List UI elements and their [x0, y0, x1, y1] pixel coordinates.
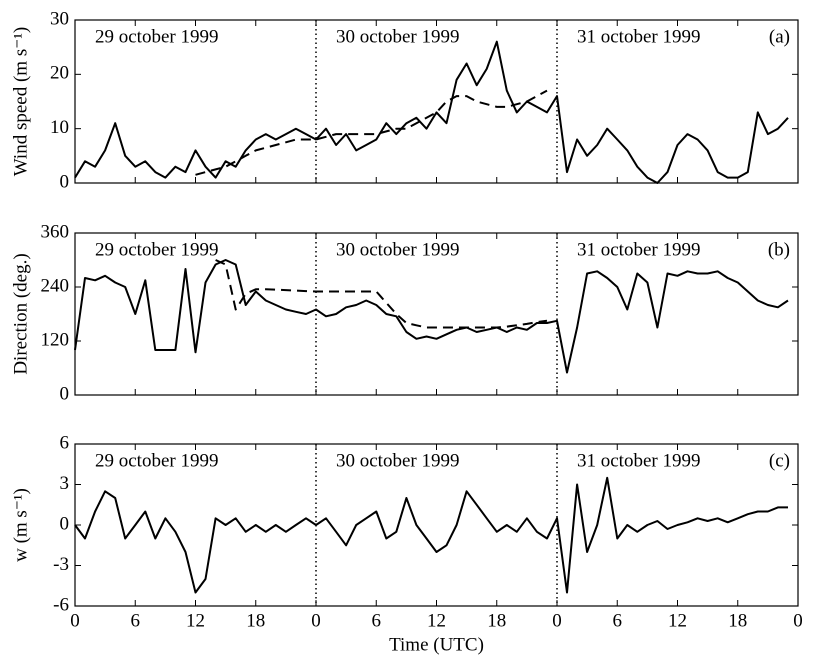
day-annotation: 29 october 1999 — [95, 239, 218, 260]
x-tick-label: 6 — [613, 610, 623, 631]
y-tick-label: 0 — [60, 171, 70, 192]
x-tick-label: 12 — [668, 610, 687, 631]
x-axis-title: Time (UTC) — [389, 634, 484, 655]
series-line — [195, 89, 548, 176]
y-tick-label: 0 — [60, 513, 70, 534]
day-annotation: 30 october 1999 — [336, 450, 459, 471]
y-tick-label: 6 — [60, 432, 70, 453]
panel-label: (b) — [768, 239, 790, 260]
day-annotation: 31 october 1999 — [577, 239, 700, 260]
y-axis-title: Direction (deg.) — [10, 253, 31, 374]
day-annotation: 29 october 1999 — [95, 26, 218, 47]
day-annotation: 30 october 1999 — [336, 239, 459, 260]
y-tick-label: -6 — [53, 594, 69, 615]
x-tick-label: 18 — [487, 610, 506, 631]
series-line — [74, 259, 789, 374]
x-tick-label: 18 — [728, 610, 747, 631]
y-tick-label: 360 — [41, 221, 70, 242]
series-line — [74, 476, 788, 594]
y-tick-label: -3 — [53, 554, 69, 575]
y-axis-title: w (m s⁻¹) — [10, 488, 31, 562]
x-tick-label: 18 — [246, 610, 265, 631]
x-tick-label: 6 — [372, 610, 382, 631]
panel-label: (a) — [769, 26, 790, 47]
series-line — [215, 259, 548, 329]
y-tick-label: 10 — [50, 117, 69, 138]
x-tick-label: 0 — [311, 610, 321, 631]
series-line — [74, 40, 789, 184]
panel-label: (c) — [769, 450, 790, 471]
day-annotation: 29 october 1999 — [95, 450, 218, 471]
x-tick-label: 0 — [552, 610, 562, 631]
y-axis-title: Wind speed (m s⁻¹) — [10, 27, 31, 177]
x-tick-label: 6 — [131, 610, 141, 631]
y-tick-label: 3 — [60, 473, 70, 494]
x-tick-label: 0 — [70, 610, 80, 631]
day-annotation: 30 october 1999 — [336, 26, 459, 47]
day-annotation: 31 october 1999 — [577, 450, 700, 471]
y-tick-label: 0 — [60, 383, 70, 404]
day-annotation: 31 october 1999 — [577, 26, 700, 47]
y-tick-label: 20 — [50, 63, 69, 84]
x-tick-label: 0 — [793, 610, 803, 631]
x-tick-label: 12 — [186, 610, 205, 631]
y-tick-label: 30 — [50, 8, 69, 29]
x-tick-label: 12 — [427, 610, 446, 631]
y-tick-label: 240 — [41, 275, 70, 296]
y-tick-label: 120 — [41, 329, 70, 350]
